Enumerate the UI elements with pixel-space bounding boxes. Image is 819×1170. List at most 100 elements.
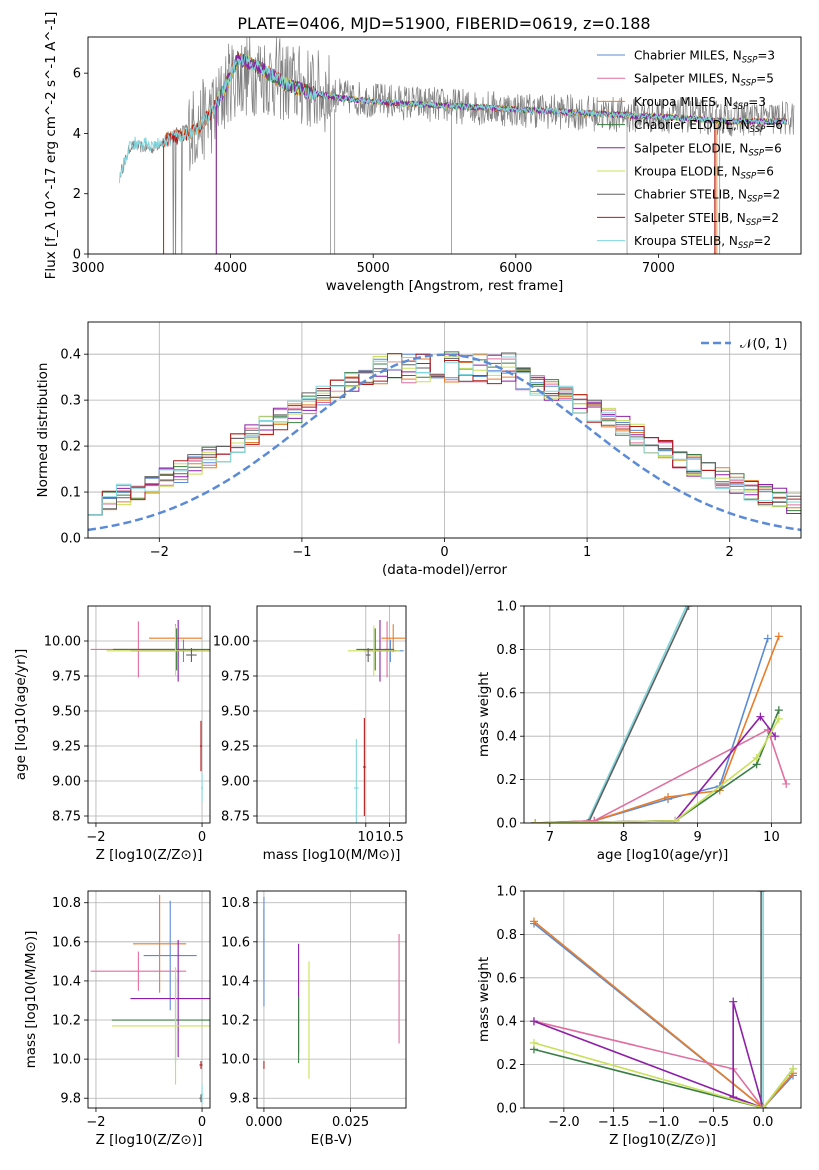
y-tick-label: 0.2 bbox=[496, 773, 517, 788]
x-tick-label: 0.000 bbox=[245, 1115, 282, 1130]
y-tick-label: 0.2 bbox=[60, 440, 81, 455]
point-marker bbox=[756, 712, 765, 721]
point-marker bbox=[782, 779, 791, 788]
residual-legend: 𝒩(0, 1) bbox=[701, 337, 787, 352]
point-marker bbox=[529, 1017, 538, 1026]
legend-label: Salpeter ELODIE, NSSP=6 bbox=[634, 141, 782, 158]
y-tick-label: 0.0 bbox=[496, 1102, 517, 1117]
residuals-axes: −2 −1 0 1 2 0.0 0.1 0.2 0.3 0.4 (data-model)/error… bbox=[35, 321, 802, 578]
legend-label: Kroupa MILES, NSSP=3 bbox=[634, 95, 766, 112]
y-tick-label: 10.6 bbox=[221, 935, 250, 950]
mass_vs_Z-plot bbox=[90, 894, 210, 1105]
point-marker bbox=[774, 706, 783, 715]
point-marker bbox=[774, 714, 783, 723]
x-tick-label: −2 bbox=[150, 545, 169, 560]
residuals-plot bbox=[88, 351, 801, 532]
y-tick-label: 0.8 bbox=[496, 928, 517, 943]
grid bbox=[524, 890, 801, 1109]
x-tick-label: 9 bbox=[693, 830, 701, 845]
y-tick-label: 9.25 bbox=[221, 740, 250, 755]
x-tick-label: −2 bbox=[86, 1115, 105, 1130]
point-marker bbox=[774, 632, 783, 641]
x-tick-label: 4000 bbox=[214, 261, 247, 276]
axes-frame bbox=[87, 321, 802, 539]
y-tick-label: 9.25 bbox=[52, 740, 81, 755]
x-axis-label: (data-model)/error bbox=[382, 562, 508, 578]
y-tick-label: 1.0 bbox=[496, 885, 517, 900]
massweight_vs_Z-plot bbox=[529, 891, 798, 1108]
x-tick-label: 5000 bbox=[357, 261, 390, 276]
grid bbox=[257, 606, 406, 823]
point-marker bbox=[529, 917, 538, 926]
x-tick-label: −1 bbox=[292, 545, 311, 560]
x-tick-label: 10.5 bbox=[375, 830, 404, 845]
model-spectrum bbox=[118, 53, 788, 184]
mass-weight-line bbox=[533, 1042, 794, 1108]
mass-weight-line bbox=[535, 728, 787, 823]
legend-label: Chabrier STELIB, NSSP=2 bbox=[634, 188, 780, 205]
model-spectrum bbox=[215, 50, 788, 254]
x-axis-label: Z [log10(Z/Z⊙)] bbox=[96, 847, 203, 863]
age_vs_mass-axes: 10 10.5 8.75 9.00 9.25 9.50 9.75 10.00 mass [log… bbox=[213, 605, 407, 863]
massweight_vs_age-axes: 7 8 9 10 0.0 0.2 0.4 0.6 0.8 1.0 age [log10(age/yr… bbox=[476, 600, 802, 863]
x-tick-label: 1 bbox=[583, 545, 591, 560]
y-tick-label: 0.1 bbox=[60, 486, 81, 501]
legend-label: Chabrier ELODIE, NSSP=6 bbox=[634, 118, 783, 135]
y-tick-label: 0.3 bbox=[60, 394, 81, 409]
axes-frame bbox=[256, 605, 407, 824]
grid bbox=[88, 891, 210, 1108]
point-marker bbox=[664, 792, 673, 801]
x-tick-label: −1.5 bbox=[598, 1115, 630, 1130]
point-marker bbox=[531, 819, 540, 823]
y-tick-label: 10.4 bbox=[221, 974, 250, 989]
y-tick-label: 10.0 bbox=[221, 1053, 250, 1068]
legend-label: 𝒩(0, 1) bbox=[740, 337, 787, 352]
y-tick-label: 9.75 bbox=[52, 670, 81, 685]
mass-weight-line bbox=[533, 922, 794, 1108]
axes-frame bbox=[87, 36, 802, 255]
x-tick-label: −1.0 bbox=[648, 1115, 680, 1130]
x-tick-label: 10 bbox=[763, 830, 780, 845]
mass-weight-line bbox=[535, 718, 780, 823]
y-tick-label: 10.00 bbox=[213, 635, 250, 650]
spectrum-plot bbox=[118, 37, 795, 254]
x-tick-label: 0.0 bbox=[753, 1115, 774, 1130]
legend-label: Chabrier MILES, NSSP=3 bbox=[634, 49, 775, 66]
point-marker bbox=[763, 634, 772, 643]
axes-frame bbox=[523, 605, 802, 824]
mass-weight-line bbox=[535, 715, 776, 823]
x-tick-label: −2 bbox=[86, 830, 105, 845]
x-tick-label: 0 bbox=[440, 545, 448, 560]
point-marker bbox=[759, 891, 768, 895]
mass-weight-line bbox=[587, 606, 690, 823]
y-axis-label: mass [log10(M/M⊙)] bbox=[23, 931, 39, 1069]
x-axis-label: mass [log10(M/M⊙)] bbox=[263, 847, 401, 863]
x-axis-label: E(B-V) bbox=[311, 1132, 353, 1148]
y-tick-label: 0.4 bbox=[496, 730, 517, 745]
x-tick-label: 2 bbox=[726, 545, 734, 560]
y-tick-label: 4 bbox=[73, 127, 81, 142]
axes-frame bbox=[523, 890, 802, 1109]
age_vs_mass-plot bbox=[347, 620, 406, 823]
y-tick-label: 0.8 bbox=[496, 643, 517, 658]
point-marker bbox=[671, 816, 680, 823]
y-tick-label: 6 bbox=[73, 67, 81, 82]
observed-spectrum bbox=[120, 37, 795, 254]
y-tick-label: 0.0 bbox=[496, 817, 517, 832]
point-marker bbox=[759, 1104, 768, 1108]
y-tick-label: 10.8 bbox=[221, 896, 250, 911]
age_vs_Z-axes: −2 0 8.75 9.00 9.25 9.50 9.75 10.00 Z [log10(Z/Z… bbox=[13, 605, 211, 863]
legend-label: Salpeter MILES, NSSP=5 bbox=[634, 72, 774, 89]
y-tick-label: 0.6 bbox=[496, 971, 517, 986]
x-axis-label: Z [log10(Z/Z⊙)] bbox=[96, 1132, 203, 1148]
x-tick-label: 10 bbox=[358, 830, 375, 845]
x-tick-label: 0 bbox=[198, 830, 206, 845]
y-tick-label: 10.0 bbox=[52, 1053, 81, 1068]
x-axis-label: wavelength [Angstrom, rest frame] bbox=[326, 278, 564, 294]
y-axis-label: Normed distribution bbox=[35, 363, 51, 498]
normal-curve bbox=[88, 353, 801, 532]
y-tick-label: 1.0 bbox=[496, 600, 517, 615]
x-tick-label: −2.0 bbox=[548, 1115, 580, 1130]
x-tick-label: 0 bbox=[198, 1115, 206, 1130]
